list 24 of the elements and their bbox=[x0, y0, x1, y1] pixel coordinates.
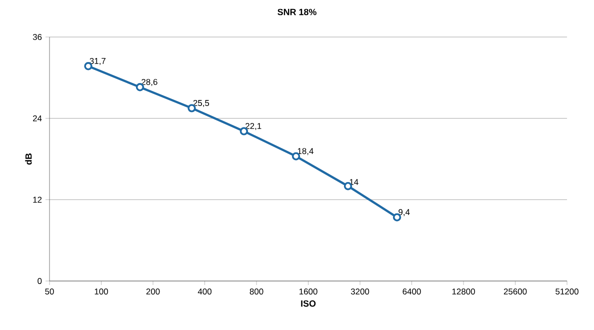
y-tick-label: 0 bbox=[38, 278, 42, 284]
x-tick-label: 25600 bbox=[504, 288, 527, 295]
x-tick-label: 100 bbox=[94, 288, 108, 295]
x-tick-label: 12800 bbox=[452, 288, 475, 295]
x-tick-label: 1600 bbox=[299, 288, 318, 295]
y-tick-label: 24 bbox=[33, 115, 42, 122]
x-tick-label: 50 bbox=[45, 288, 54, 295]
data-label: 31,7 bbox=[90, 58, 106, 65]
chart-title: SNR 18% bbox=[278, 8, 316, 16]
x-tick-label: 400 bbox=[198, 288, 212, 295]
data-label: 28,6 bbox=[142, 78, 158, 86]
x-tick-label: 200 bbox=[146, 288, 160, 295]
data-label: 9,4 bbox=[398, 209, 410, 216]
x-tick-label: 800 bbox=[250, 288, 264, 295]
y-axis-title: dB bbox=[25, 153, 32, 165]
y-tick-label: 12 bbox=[33, 196, 42, 203]
x-axis-title: ISO bbox=[301, 300, 316, 307]
data-label: 18,4 bbox=[298, 148, 314, 156]
data-label: 25,5 bbox=[193, 100, 210, 107]
x-tick-label: 3200 bbox=[350, 288, 370, 295]
y-tick-label: 36 bbox=[32, 34, 42, 40]
x-tick-label: 51200 bbox=[556, 288, 578, 295]
data-label: 22,1 bbox=[246, 123, 262, 130]
x-tick-label: 6400 bbox=[402, 288, 421, 295]
